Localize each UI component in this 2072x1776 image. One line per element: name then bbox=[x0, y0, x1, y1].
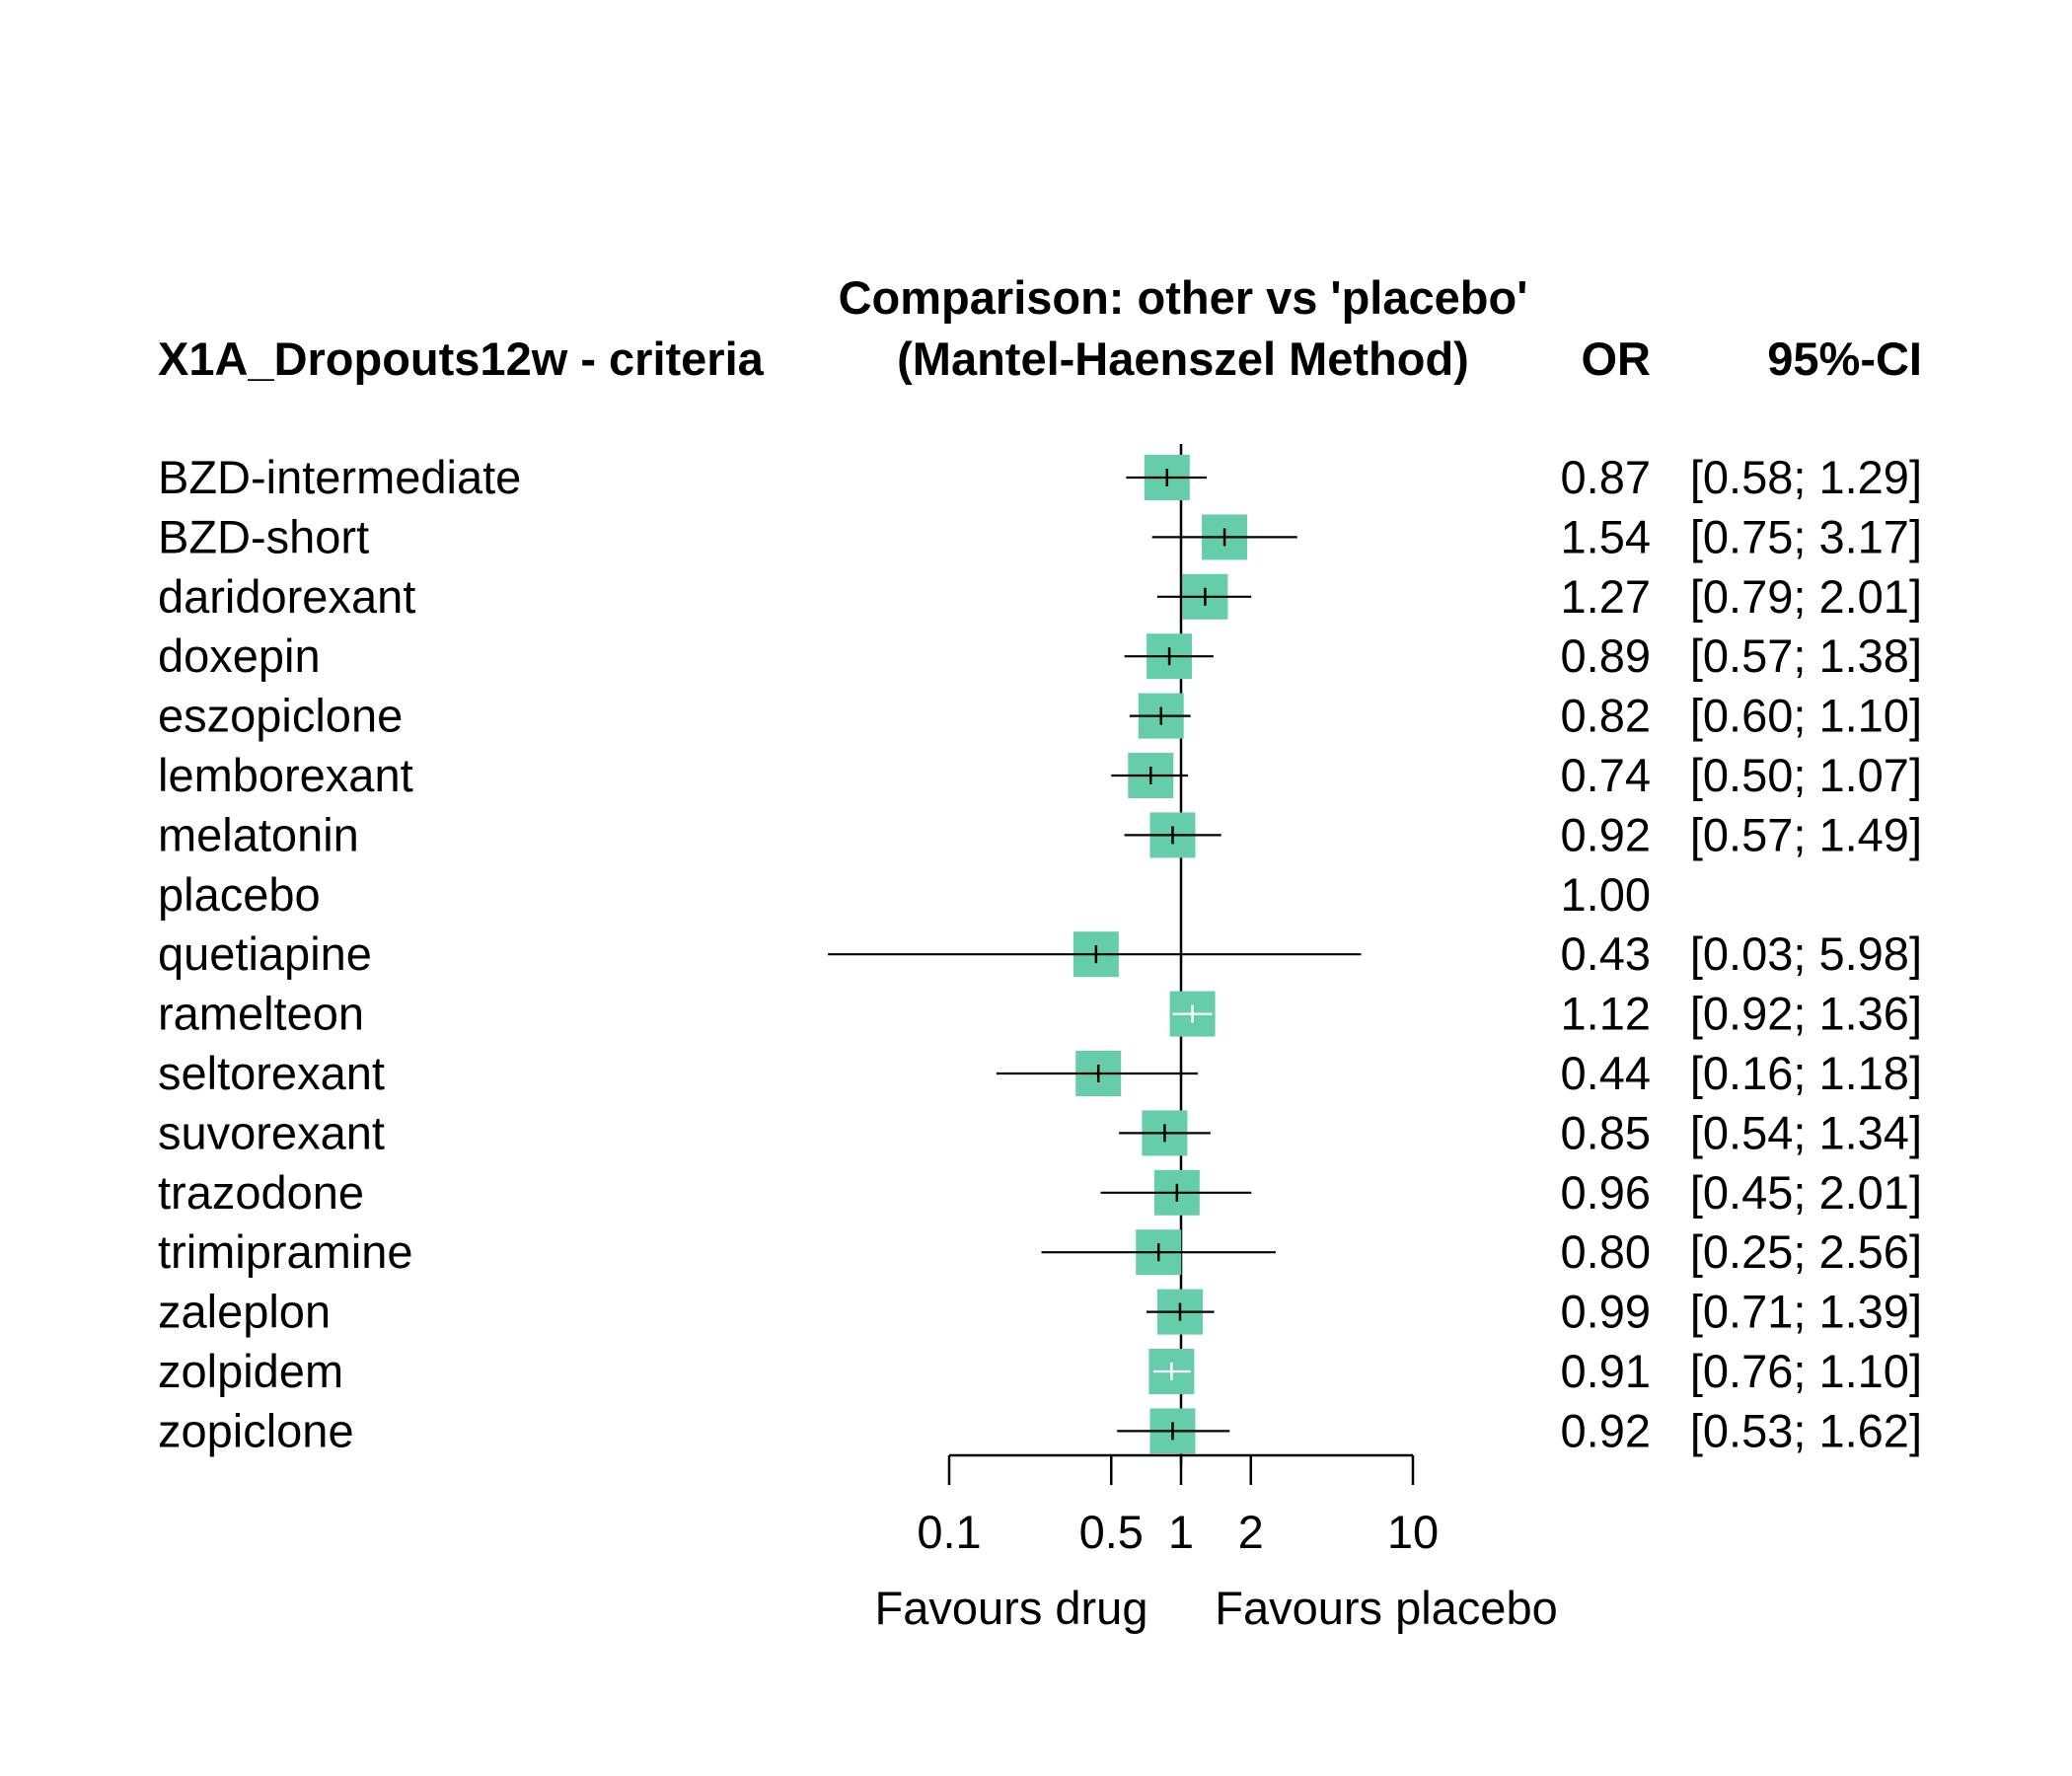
or-header: OR bbox=[1582, 333, 1652, 385]
x-tick-label-4: 10 bbox=[1387, 1506, 1439, 1558]
chart-subtitle: (Mantel-Haenszel Method) bbox=[897, 333, 1469, 385]
ci-value-doxepin: [0.57; 1.38] bbox=[1690, 629, 1922, 682]
row-label-placebo: placebo bbox=[158, 868, 321, 921]
or-value-quetiapine: 0.43 bbox=[1561, 927, 1651, 980]
ci-value-zaleplon: [0.71; 1.39] bbox=[1690, 1286, 1922, 1338]
ci-value-zolpidem: [0.76; 1.10] bbox=[1690, 1345, 1922, 1397]
row-label-zopiclone: zopiclone bbox=[158, 1404, 354, 1456]
xlabel-left: Favours drug bbox=[875, 1582, 1148, 1634]
or-value-doxepin: 0.89 bbox=[1561, 629, 1651, 682]
or-value-lemborexant: 0.74 bbox=[1561, 749, 1651, 801]
chart-title: Comparison: other vs 'placebo' bbox=[839, 271, 1528, 324]
ci-value-bzd-intermediate: [0.58; 1.29] bbox=[1690, 451, 1922, 503]
or-value-ramelteon: 1.12 bbox=[1561, 988, 1651, 1040]
ci-value-seltorexant: [0.16; 1.18] bbox=[1690, 1047, 1922, 1099]
row-label-zolpidem: zolpidem bbox=[158, 1345, 343, 1397]
or-value-daridorexant: 1.27 bbox=[1561, 570, 1651, 623]
or-value-suvorexant: 0.85 bbox=[1561, 1106, 1651, 1158]
row-label-daridorexant: daridorexant bbox=[158, 570, 415, 623]
or-value-eszopiclone: 0.82 bbox=[1561, 690, 1651, 742]
ci-value-bzd-short: [0.75; 3.17] bbox=[1690, 510, 1922, 562]
or-value-bzd-short: 1.54 bbox=[1561, 510, 1651, 562]
ci-value-lemborexant: [0.50; 1.07] bbox=[1690, 749, 1922, 801]
rows-group: BZD-intermediate 0.87 [0.58; 1.29] BZD-shor… bbox=[158, 451, 1922, 1456]
or-value-zaleplon: 0.99 bbox=[1561, 1286, 1651, 1338]
ci-value-suvorexant: [0.54; 1.34] bbox=[1690, 1106, 1922, 1158]
x-tick-label-1: 0.5 bbox=[1079, 1506, 1144, 1558]
ci-value-eszopiclone: [0.60; 1.10] bbox=[1690, 690, 1922, 742]
or-value-bzd-intermediate: 0.87 bbox=[1561, 451, 1651, 503]
or-value-melatonin: 0.92 bbox=[1561, 808, 1651, 860]
row-label-bzd-short: BZD-short bbox=[158, 510, 369, 562]
or-value-placebo: 1.00 bbox=[1561, 868, 1651, 921]
xlabel-right: Favours placebo bbox=[1215, 1582, 1557, 1634]
ci-value-trazodone: [0.45; 2.01] bbox=[1690, 1166, 1922, 1219]
row-label-doxepin: doxepin bbox=[158, 629, 321, 682]
row-label-zaleplon: zaleplon bbox=[158, 1286, 331, 1338]
row-label-eszopiclone: eszopiclone bbox=[158, 690, 403, 742]
row-label-trimipramine: trimipramine bbox=[158, 1225, 413, 1278]
ci-value-trimipramine: [0.25; 2.56] bbox=[1690, 1225, 1922, 1278]
ci-header: 95%-CI bbox=[1767, 333, 1922, 385]
or-value-trimipramine: 0.80 bbox=[1561, 1225, 1651, 1278]
x-tick-label-3: 2 bbox=[1238, 1506, 1264, 1558]
or-value-seltorexant: 0.44 bbox=[1561, 1047, 1651, 1099]
ci-value-ramelteon: [0.92; 1.36] bbox=[1690, 988, 1922, 1040]
or-value-zolpidem: 0.91 bbox=[1561, 1345, 1651, 1397]
ci-value-melatonin: [0.57; 1.49] bbox=[1690, 808, 1922, 860]
row-label-seltorexant: seltorexant bbox=[158, 1047, 385, 1099]
row-label-bzd-intermediate: BZD-intermediate bbox=[158, 451, 521, 503]
ci-value-daridorexant: [0.79; 2.01] bbox=[1690, 570, 1922, 623]
row-label-suvorexant: suvorexant bbox=[158, 1106, 385, 1158]
x-tick-label-0: 0.1 bbox=[917, 1506, 981, 1558]
ci-value-zopiclone: [0.53; 1.62] bbox=[1690, 1404, 1922, 1456]
or-value-trazodone: 0.96 bbox=[1561, 1166, 1651, 1219]
row-label-lemborexant: lemborexant bbox=[158, 749, 413, 801]
row-label-quetiapine: quetiapine bbox=[158, 927, 372, 980]
row-label-melatonin: melatonin bbox=[158, 808, 359, 860]
plot-area bbox=[828, 444, 1362, 1465]
x-axis: 0.1 0.5 1 2 10 bbox=[917, 1453, 1439, 1558]
row-label-trazodone: trazodone bbox=[158, 1166, 364, 1219]
left-header: X1A_Dropouts12w - criteria bbox=[158, 333, 765, 385]
row-label-ramelteon: ramelteon bbox=[158, 988, 364, 1040]
x-tick-label-2: 1 bbox=[1168, 1506, 1194, 1558]
ci-value-quetiapine: [0.03; 5.98] bbox=[1690, 927, 1922, 980]
or-value-zopiclone: 0.92 bbox=[1561, 1404, 1651, 1456]
